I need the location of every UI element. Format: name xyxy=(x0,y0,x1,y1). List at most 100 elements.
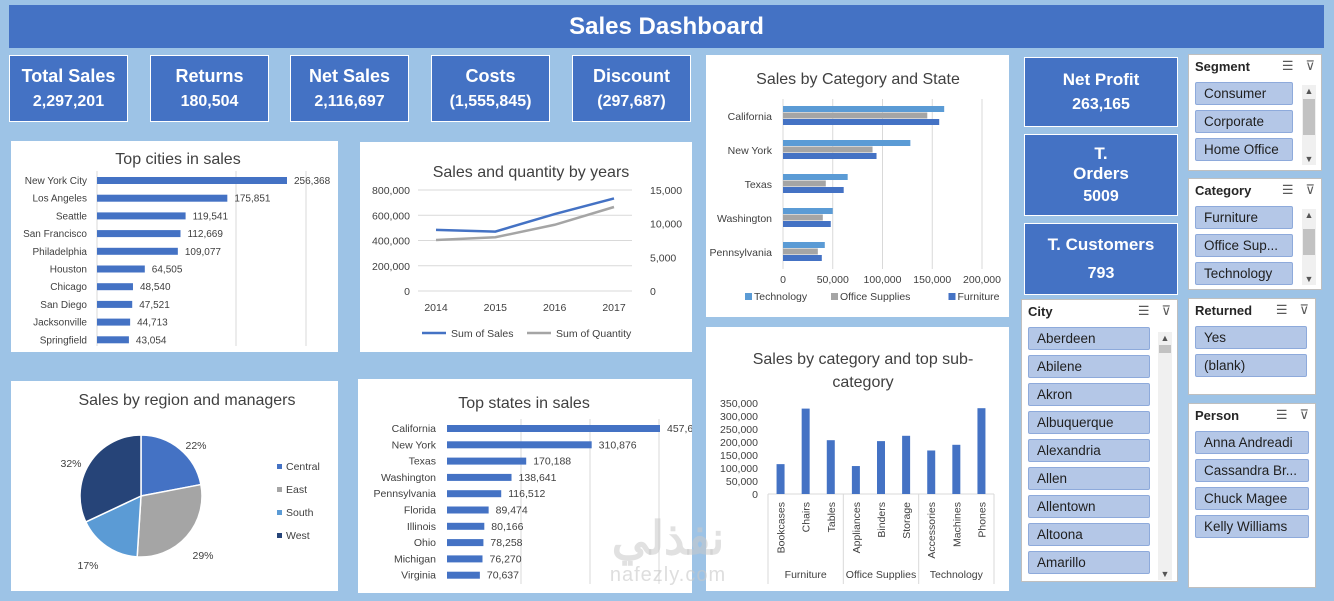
x-tick: 2015 xyxy=(484,302,508,314)
category-label: Virginia xyxy=(401,570,436,582)
dashboard-title: Sales Dashboard xyxy=(9,5,1324,48)
pie-slice xyxy=(136,483,203,558)
data-label: 175,851 xyxy=(234,194,271,205)
slicer-title: City xyxy=(1028,303,1053,319)
slicer-item-consumer[interactable]: Consumer xyxy=(1195,82,1293,105)
kpi-label: T. xyxy=(1094,144,1108,163)
clear-filter-icon[interactable]: ⊽ xyxy=(1299,407,1309,422)
y-tick: 50,000 xyxy=(726,476,758,488)
slicer-title: Category xyxy=(1195,182,1252,198)
clear-filter-icon[interactable]: ⊽ xyxy=(1305,182,1315,197)
clear-filter-icon[interactable]: ⊽ xyxy=(1161,303,1171,318)
top-states-svg: Top states in sales California 457,688 New… xyxy=(374,395,705,584)
category-label: Washington xyxy=(381,472,436,484)
y-tick: 350,000 xyxy=(720,398,758,410)
data-label: 256,368 xyxy=(294,176,331,187)
scroll-down-icon[interactable]: ▼ xyxy=(1304,274,1314,284)
multi-select-icon[interactable]: ☰ xyxy=(1275,407,1288,422)
multi-select-icon[interactable]: ☰ xyxy=(1281,58,1294,73)
scroll-down-icon[interactable]: ▼ xyxy=(1160,569,1170,579)
multi-select-icon[interactable]: ☰ xyxy=(1275,302,1288,317)
clear-filter-icon[interactable]: ⊽ xyxy=(1299,302,1309,317)
category-subcategory-chart: Sales by category and top sub- category … xyxy=(706,327,1009,591)
scroll-thumb[interactable] xyxy=(1303,229,1315,255)
data-label: 48,540 xyxy=(140,282,171,293)
data-label: 64,505 xyxy=(152,265,183,276)
slicer-scrollbar[interactable]: ▲ ▼ xyxy=(1302,209,1316,285)
bar xyxy=(97,336,129,344)
x-tick: Chairs xyxy=(801,502,813,532)
category-label: Florida xyxy=(404,505,436,517)
scroll-thumb[interactable] xyxy=(1159,345,1171,353)
x-tick: Bookcases xyxy=(776,502,788,553)
slicer-item-yes[interactable]: Yes xyxy=(1195,326,1307,349)
slicer-item-home-office[interactable]: Home Office xyxy=(1195,138,1293,161)
x-tick: 100,000 xyxy=(864,274,902,286)
clear-filter-icon[interactable]: ⊽ xyxy=(1305,58,1315,73)
x-tick: Accessories xyxy=(926,502,938,559)
slicer-item-albuquerque[interactable]: Albuquerque xyxy=(1028,411,1150,434)
chart-title: Sales and quantity by years xyxy=(433,164,630,181)
category-label: New York xyxy=(728,145,773,157)
legend-label: Sum of Quantity xyxy=(556,328,632,340)
legend-swatch xyxy=(948,293,956,300)
kpi-discount: Discount (297,687) xyxy=(572,55,691,122)
bar xyxy=(783,180,826,187)
bar xyxy=(97,247,178,255)
slicer-item-allentown[interactable]: Allentown xyxy=(1028,495,1150,518)
slicer-scrollbar[interactable]: ▲ ▼ xyxy=(1158,332,1172,580)
slicer-item-anna-andreadi[interactable]: Anna Andreadi xyxy=(1195,431,1309,454)
bar xyxy=(97,265,145,273)
pie-slice xyxy=(84,494,142,558)
slicer-item-blank[interactable]: (blank) xyxy=(1195,354,1307,377)
scroll-up-icon[interactable]: ▲ xyxy=(1160,333,1170,343)
slicer-item-corporate[interactable]: Corporate xyxy=(1195,110,1293,133)
multi-select-icon[interactable]: ☰ xyxy=(1281,182,1294,197)
slicer-scrollbar[interactable]: ▲ ▼ xyxy=(1302,85,1316,165)
bar xyxy=(851,466,860,494)
legend-swatch xyxy=(277,533,282,538)
x-tick: Tables xyxy=(826,502,838,532)
slicer-item-amarillo[interactable]: Amarillo xyxy=(1028,551,1150,574)
legend-swatch xyxy=(745,293,752,300)
data-label: 112,669 xyxy=(188,229,224,240)
scroll-up-icon[interactable]: ▲ xyxy=(1304,86,1314,96)
slicer-item-altoona[interactable]: Altoona xyxy=(1028,523,1150,546)
x-tick: 50,000 xyxy=(817,274,849,286)
scroll-up-icon[interactable]: ▲ xyxy=(1304,210,1314,220)
slicer-item-aberdeen[interactable]: Aberdeen xyxy=(1028,327,1150,350)
y-left-tick: 200,000 xyxy=(372,261,410,273)
kpi-value: 2,297,201 xyxy=(32,93,105,110)
category-state-chart: Sales by Category and State 0 50,000 100,0… xyxy=(706,55,1009,317)
bar xyxy=(783,208,833,214)
slicer-header: City ☰ ⊽ xyxy=(1022,300,1177,322)
multi-select-icon[interactable]: ☰ xyxy=(1137,303,1150,318)
slicer-item-akron[interactable]: Akron xyxy=(1028,383,1150,406)
slicer-item-abilene[interactable]: Abilene xyxy=(1028,355,1150,378)
x-tick: 2017 xyxy=(602,302,626,314)
slicer-item-technology[interactable]: Technology xyxy=(1195,262,1293,285)
returned-slicer[interactable]: Returned ☰ ⊽ Yes (blank) xyxy=(1188,298,1316,395)
slicer-item-chuck-magee[interactable]: Chuck Magee xyxy=(1195,487,1309,510)
scroll-down-icon[interactable]: ▼ xyxy=(1304,154,1314,164)
slicer-item-office-supplies[interactable]: Office Sup... xyxy=(1195,234,1293,257)
segment-slicer[interactable]: Segment ☰ ⊽ Consumer Corporate Home Offi… xyxy=(1188,54,1322,171)
data-label: 43,054 xyxy=(136,335,167,346)
top-cities-svg: Top cities in sales New York City 256,368… xyxy=(23,151,331,346)
category-label: Washington xyxy=(717,213,772,225)
slicer-item-allen[interactable]: Allen xyxy=(1028,467,1150,490)
bar xyxy=(447,539,484,547)
scroll-thumb[interactable] xyxy=(1303,99,1315,135)
slicer-item-alexandria[interactable]: Alexandria xyxy=(1028,439,1150,462)
slicer-item-furniture[interactable]: Furniture xyxy=(1195,206,1293,229)
city-slicer[interactable]: City ☰ ⊽ Aberdeen Abilene Akron Albuquer… xyxy=(1021,299,1178,582)
slicer-item-cassandra[interactable]: Cassandra Br... xyxy=(1195,459,1309,482)
kpi-label: Net Sales xyxy=(308,66,391,86)
kpi-value: (1,555,845) xyxy=(449,93,532,110)
category-slicer[interactable]: Category ☰ ⊽ Furniture Office Sup... Tec… xyxy=(1188,178,1322,290)
pie-slice xyxy=(140,434,202,497)
kpi-total-customers: T. Customers 793 xyxy=(1024,223,1178,295)
person-slicer[interactable]: Person ☰ ⊽ Anna Andreadi Cassandra Br...… xyxy=(1188,403,1316,588)
slicer-item-kelly-williams[interactable]: Kelly Williams xyxy=(1195,515,1309,538)
series-line xyxy=(435,197,615,233)
